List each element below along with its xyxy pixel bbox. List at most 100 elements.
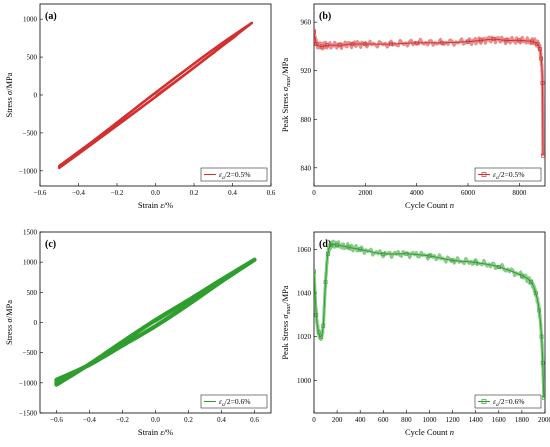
data-point [337,43,342,48]
x-tick-label: 1000 [423,416,438,424]
legend-box [200,167,268,182]
legend: εa​/2=0.6% [200,394,268,409]
data-point [314,312,319,317]
legend-box [474,167,542,182]
legend-label: εa​/2=0.6% [219,397,250,408]
series-band [314,239,545,398]
y-tick-label: 0 [34,319,38,327]
data-point [404,251,409,256]
legend-box [200,394,268,409]
y-tick-label: 500 [27,54,38,62]
legend-label: εa​/2=0.6% [493,397,524,408]
data-point [537,46,542,51]
x-tick-label: 1800 [515,416,530,424]
x-tick-label: 0.0 [151,416,160,424]
x-tick-label: 1400 [469,416,484,424]
data-point [316,330,321,335]
y-tick-label: −1000 [19,379,37,387]
y-axis-label: Peak Stress σmax​/MPa [280,58,292,133]
x-tick-label: 4000 [410,189,425,197]
legend-label: εa​/2=0.5% [219,170,250,181]
x-tick-label: −0.6 [34,189,47,197]
data-point [530,39,535,44]
x-tick-label: 0.0 [151,189,160,197]
hysteresis-loop [57,21,254,170]
y-tick-label: 920 [301,67,312,75]
legend-box [474,394,542,409]
x-axis-label: Cycle Count n [405,427,454,437]
y-tick-label: 1040 [297,290,312,298]
x-tick-label: 0 [312,416,316,424]
initial-loading-line [155,270,240,323]
chart-panel-4: 0 200 400 600 800 1000 1200 1400 1600 1800 2000 100… [280,231,550,437]
x-tick-label: 0.4 [217,416,226,424]
x-tick-label: 0.4 [228,189,237,197]
y-tick-label: 880 [301,116,312,124]
x-tick-label: 0.2 [184,416,193,424]
series-line [314,243,545,398]
panel-label: (a) [45,11,57,22]
x-tick-label: −0.2 [111,189,124,197]
data-point [319,44,324,49]
y-tick-label: 1500 [23,229,38,237]
data-point [537,308,542,313]
data-point [414,40,419,45]
x-axis-label: Cycle Count n [405,200,454,210]
series-band [314,28,545,156]
x-tick-label: 8000 [512,189,527,197]
panel-label: (d) [319,239,331,250]
data-point [540,80,545,85]
hysteresis-loop [54,257,257,387]
y-tick-label: −500 [23,129,38,137]
data-point [329,243,334,247]
data-point [325,251,330,256]
data-point [541,395,545,400]
data-point [389,42,393,46]
y-tick-label: 840 [301,164,312,172]
data-point [314,269,316,274]
data-point [350,42,355,46]
x-axis-label: Strain ε/% [138,200,173,210]
x-tick-label: 1600 [492,416,507,424]
series-group [314,239,545,400]
y-tick-label: 1000 [23,16,38,24]
x-tick-label: 0 [312,189,316,197]
data-point [335,243,340,247]
data-point [519,273,524,278]
panel-label: (b) [319,11,331,22]
y-axis-label: Stress σ/MPa [4,72,14,117]
data-point [535,42,540,46]
x-tick-label: 2000 [358,189,373,197]
legend: εa​/2=0.5% [200,167,268,182]
data-point [529,280,534,285]
chart-panel-3: −0.6 −0.4 −0.2 0.0 0.2 0.4 0.6 −1500 −1000 −500 0 5… [4,229,272,437]
data-point [491,37,496,42]
legend-marker [481,172,487,177]
x-tick-label: 1200 [446,416,461,424]
data-point [324,43,329,48]
x-tick-label: 400 [355,416,366,424]
y-tick-label: 0 [34,92,38,100]
series-line [314,31,544,156]
series-group [57,21,254,170]
data-point [440,40,445,45]
chart-panel-2: 0 2000 4000 6000 8000 840 880 920 960 Cycle Count… [280,3,546,210]
data-point [540,360,545,365]
x-tick-label: −0.4 [83,416,96,424]
legend-label: εa​/2=0.5% [493,170,524,181]
x-tick-label: 0.6 [250,416,259,424]
y-tick-label: 1000 [23,259,38,267]
data-point [541,153,545,158]
y-tick-label: 1060 [297,246,312,254]
data-point [473,260,478,265]
data-point [427,254,432,258]
series-group [314,28,545,158]
data-point [314,30,316,34]
x-tick-label: 200 [332,416,343,424]
data-point [539,56,544,61]
initial-loading-line [155,35,238,96]
data-point [358,247,363,252]
x-tick-label: 800 [401,416,412,424]
chart-panel-1: −0.6 −0.4 −0.2 0.0 0.2 0.4 0.6 −1000 −500 0 500 100… [4,3,276,210]
x-tick-label: −0.6 [50,416,63,424]
